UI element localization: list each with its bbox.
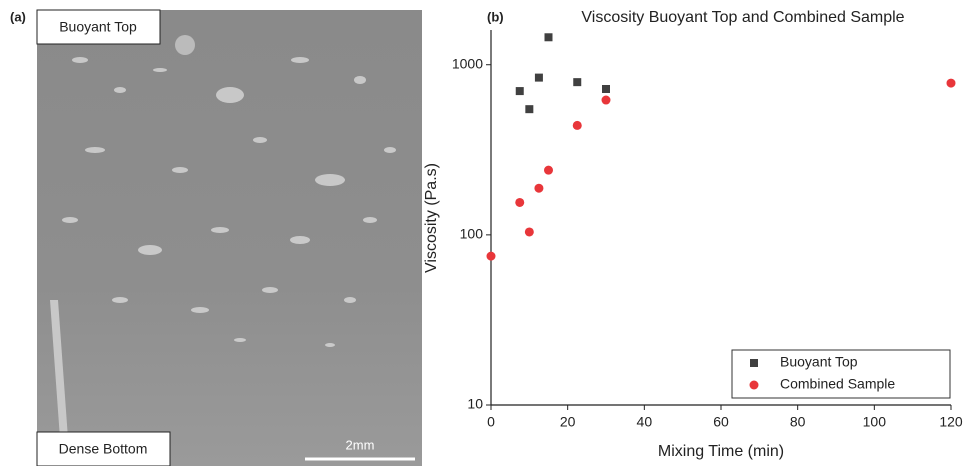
point <box>602 85 610 94</box>
x-tick-label: 120 <box>939 414 963 430</box>
chart-title: Viscosity Buoyant Top and Combined Sampl… <box>581 9 904 26</box>
point <box>515 87 524 96</box>
point <box>572 120 582 130</box>
point <box>946 78 956 88</box>
x-tick-label: 80 <box>790 414 806 430</box>
panel-label: (b) <box>487 9 504 24</box>
point <box>534 73 543 82</box>
point <box>573 78 582 87</box>
plot: 0 20 40 60 80 100 120 10 100 1000 Buoyant Top Combi… <box>452 30 963 430</box>
y-tick-label: 1000 <box>452 55 483 71</box>
point <box>486 251 496 261</box>
y-axis-label: Viscosity (Pa.s) <box>423 163 440 273</box>
point <box>544 33 553 42</box>
point <box>524 227 534 237</box>
top-label: Buoyant Top <box>59 19 137 35</box>
image-streak <box>50 300 70 466</box>
scale-bar-label: 2mm <box>346 437 375 452</box>
label-box <box>36 9 161 45</box>
x-axis-label: Mixing Time (min) <box>658 443 784 460</box>
point <box>525 105 534 114</box>
x-tick-label: 0 <box>487 414 495 430</box>
x-tick-label: 20 <box>560 414 576 430</box>
image-particle <box>175 35 195 55</box>
x-tick-label: 100 <box>863 414 887 430</box>
y-tick-label: 100 <box>460 226 484 242</box>
point <box>515 197 525 207</box>
bottom-label: Dense Bottom <box>59 441 148 457</box>
x-tick-label: 40 <box>637 414 653 430</box>
legend-box <box>731 349 951 399</box>
legend-label: Combined Sample <box>780 376 895 392</box>
y-tick-label: 10 <box>467 396 483 412</box>
legend-label: Buoyant Top <box>780 354 858 370</box>
legend-marker <box>750 359 758 367</box>
point <box>601 95 611 105</box>
label-box <box>36 431 171 466</box>
image-texture <box>62 57 396 347</box>
sem-image: Buoyant Top Dense Bottom 2mm <box>36 9 422 466</box>
legend-marker <box>749 380 759 390</box>
x-tick-label: 60 <box>713 414 729 430</box>
image-background <box>37 10 422 466</box>
point <box>534 183 544 193</box>
point <box>544 165 553 175</box>
panel-label: (a) <box>10 9 26 24</box>
